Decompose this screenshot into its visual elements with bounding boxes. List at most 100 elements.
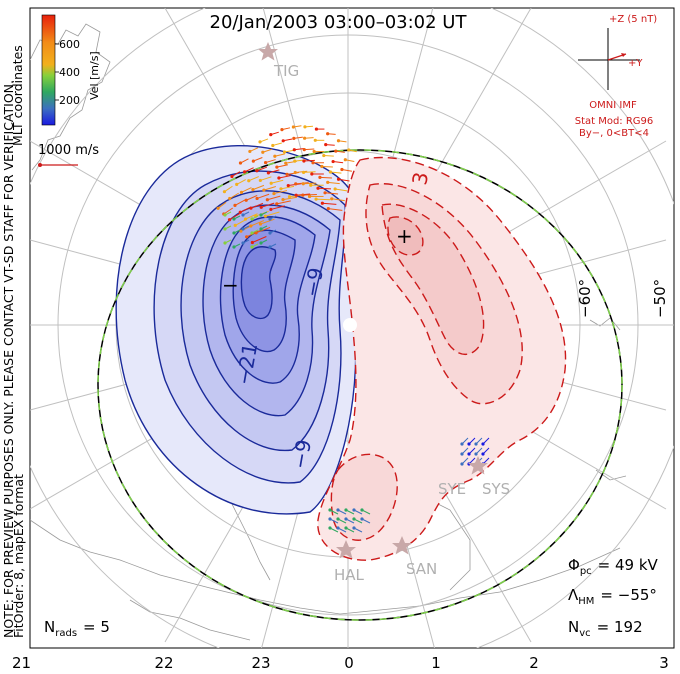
velocity-vector xyxy=(265,159,276,164)
velocity-vector xyxy=(303,171,316,173)
velocity-vector-origin xyxy=(352,517,356,521)
mlt-tick-23: 23 xyxy=(251,654,270,672)
velocity-vector-origin xyxy=(291,125,296,129)
velocity-vector-origin xyxy=(241,227,245,231)
velocity-vector-origin xyxy=(244,198,248,202)
stat-n-vc: Nvc = 192 xyxy=(568,618,643,639)
velocity-vector xyxy=(241,187,252,193)
mlt-axis: 21 22 23 0 1 2 3 xyxy=(12,654,669,672)
hm-boundary-dash xyxy=(97,149,623,621)
velocity-vector-origin xyxy=(333,187,337,191)
velocity-vector xyxy=(338,178,350,182)
velocity-vector-origin xyxy=(314,197,318,201)
velocity-vector xyxy=(317,187,332,190)
velocity-vector-origin xyxy=(334,149,338,153)
velocity-vector xyxy=(229,213,240,221)
velocity-vector-origin xyxy=(259,227,263,231)
velocity-vector-origin xyxy=(232,217,236,221)
velocity-vector xyxy=(282,196,298,201)
velocity-vector-origin xyxy=(292,136,296,140)
velocity-vector-origin xyxy=(255,196,259,201)
velocity-vector xyxy=(217,201,227,209)
contour-label-3: 3 xyxy=(407,170,433,187)
velocity-vector-origin xyxy=(279,187,283,191)
station-label-tig: TIG xyxy=(273,62,299,80)
velocity-vector-origin xyxy=(255,169,259,173)
velocity-vectors xyxy=(216,125,490,533)
velocity-vector xyxy=(224,185,233,193)
velocity-vector-origin xyxy=(336,526,340,530)
velocity-vector-origin xyxy=(318,175,322,179)
velocity-vector-origin xyxy=(258,140,262,144)
velocity-vector xyxy=(327,181,340,185)
velocity-vector-origin xyxy=(251,159,255,163)
velocity-vector xyxy=(253,157,263,162)
velocity-vector-origin xyxy=(268,245,272,249)
velocity-vector-origin xyxy=(269,207,273,212)
velocity-vector-origin xyxy=(281,139,285,143)
velocity-vector xyxy=(234,199,246,206)
velocity-vector xyxy=(302,194,317,196)
fit-statistics: Φpc = 49 kV ΛHM = −55° Nvc = 192 Nrads = 5 xyxy=(44,556,659,639)
station-marker-hal xyxy=(336,540,356,559)
imf-z-label: +Z (5 nT) xyxy=(609,14,657,25)
velocity-vector-origin xyxy=(343,158,347,162)
velocity-vector xyxy=(240,206,252,213)
velocity-vector xyxy=(248,176,259,182)
velocity-vector-origin xyxy=(312,149,316,154)
contour-label-minus-9-top: −9 xyxy=(299,266,328,299)
velocity-vector xyxy=(271,179,284,184)
velocity-vector-origin xyxy=(250,245,254,249)
velocity-vector-origin xyxy=(292,148,296,152)
positive-potential-cell xyxy=(317,156,567,561)
velocity-vector-origin xyxy=(222,190,227,194)
velocity-vector-origin xyxy=(239,190,244,194)
velocity-vector-origin xyxy=(287,195,292,199)
coastlines xyxy=(30,23,627,641)
mlt-tick-3: 3 xyxy=(659,654,669,672)
velocity-vector-origin xyxy=(269,181,273,185)
velocity-vector-origin xyxy=(235,182,239,187)
velocity-vector-origin xyxy=(294,182,298,186)
station-marker-tig xyxy=(258,42,278,61)
velocity-vector xyxy=(223,207,234,215)
velocity-vector-origin xyxy=(344,517,348,521)
coords-note: MLT coordinates xyxy=(10,45,25,146)
velocity-vector-origin xyxy=(268,217,272,221)
velocity-vector-origin xyxy=(302,159,306,163)
velocity-vector-origin xyxy=(269,132,273,137)
colorbar-tick-400: 400 xyxy=(59,66,80,79)
velocity-vector-origin xyxy=(258,178,262,183)
velocity-vector-origin xyxy=(326,132,330,136)
velocity-vector-origin xyxy=(268,231,272,235)
velocity-vector-origin xyxy=(273,154,277,158)
velocity-vector-origin xyxy=(259,213,263,217)
velocity-vector-origin xyxy=(326,206,330,211)
velocity-vector-origin xyxy=(233,223,237,227)
potential-min-marker: − xyxy=(222,273,239,297)
velocity-vector-origin xyxy=(228,196,232,201)
velocity-vector xyxy=(256,166,268,172)
velocity-vector-origin xyxy=(275,165,279,169)
velocity-vector-origin xyxy=(258,222,263,226)
velocity-vector-origin xyxy=(311,161,315,165)
velocity-vector-origin xyxy=(301,182,305,186)
mlt-tick-22: 22 xyxy=(154,654,173,672)
velocity-colorbar: 600 400 200 Vel [m/s] xyxy=(41,14,101,126)
velocity-vector-origin xyxy=(272,191,276,196)
velocity-vector-origin xyxy=(230,174,234,179)
velocity-vector xyxy=(286,172,300,175)
stat-lambda-hm: ΛHM = −55° xyxy=(568,586,657,607)
velocity-vector xyxy=(303,182,317,185)
contour-label-minus-9-bottom: −9 xyxy=(287,438,316,471)
velocity-vector xyxy=(256,193,270,199)
velocity-vector-origin xyxy=(303,125,307,129)
velocity-vector-origin xyxy=(336,508,340,512)
velocity-vector-origin xyxy=(251,187,255,192)
station-marker-sye xyxy=(468,456,488,475)
velocity-vector-origin xyxy=(241,213,245,217)
velocity-vector-origin xyxy=(344,508,348,512)
velocity-vector-origin xyxy=(262,188,266,192)
velocity-vector xyxy=(268,169,280,174)
